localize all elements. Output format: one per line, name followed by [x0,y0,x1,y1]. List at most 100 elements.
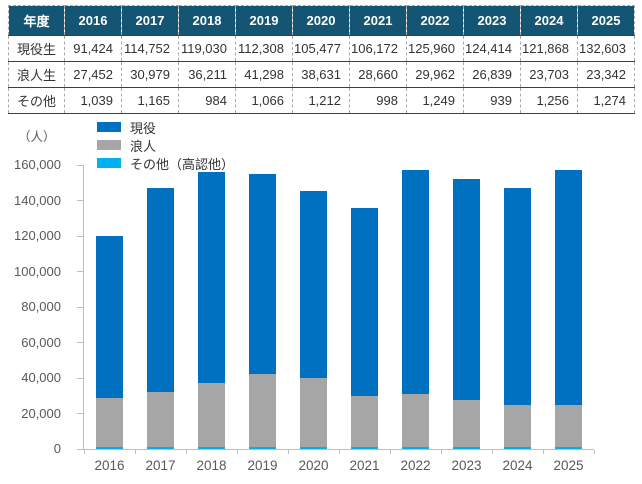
table-cell: 1,165 [121,87,179,114]
table-cell: 30,979 [121,61,179,88]
bar-segment [402,393,429,447]
table-header-cell: 2022 [406,5,464,36]
table-cell: 984 [178,87,236,114]
table-row: 現役生 91,424 114,752 119,030 112,308 105,477 106… [8,35,635,62]
y-axis-tick-mark [77,200,83,201]
table-cell: 27,452 [64,61,122,88]
bar-group-2020 [300,191,327,449]
table-corner-cell: 年度 [8,5,65,36]
y-axis-tick-label: 100,000 [14,263,61,279]
table-header-cell: 2024 [520,5,578,36]
y-axis-tick-label: 80,000 [21,299,61,314]
legend-item-label: その他（高認他） [130,156,235,172]
y-axis-tick-label: 160,000 [14,157,61,172]
table-head: 年度 2016 2017 2018 2019 2020 2021 2022 2023 2024 20… [8,5,635,36]
y-axis-tick-mark [77,377,83,379]
table-cell: 998 [349,87,407,114]
bar-group-2016 [96,236,123,449]
bar-segment [96,236,123,399]
x-axis-tick-mark [389,450,391,454]
x-axis-category-label: 2023 [451,458,482,473]
bar-group-2021 [351,207,378,449]
table-header-cell: 2020 [292,5,350,36]
bar-segment [198,447,225,449]
table-row: 浪人生 27,452 30,979 36,211 41,298 38,631 28,660 2… [8,61,635,88]
x-axis-tick-mark [338,450,340,454]
x-axis-tick-mark [542,450,544,454]
bar-segment [453,178,480,400]
table-cell: 1,256 [520,87,578,114]
legend-swatch-icon [97,140,121,150]
table-cell: 119,030 [178,35,236,62]
bar-segment [198,383,225,448]
y-axis-tick-label: 60,000 [21,334,61,350]
table-cell: 41,298 [235,61,293,88]
table-header-row: 年度 2016 2017 2018 2019 2020 2021 2022 2023 2024 20… [8,5,635,36]
bar-segment [453,399,480,448]
table-cell: 23,342 [577,61,635,88]
bar-segment [147,188,174,392]
x-axis-category-label: 2019 [247,458,278,473]
chart-legend: 現役 浪人 その他（高認他） [97,118,234,172]
bar-segment [96,447,123,449]
bar-segment [555,169,582,406]
bar-group-2022 [402,170,429,449]
bar-segment [147,446,174,449]
table-header-cell: 2019 [235,5,293,36]
y-axis-unit-label: （人） [18,130,56,144]
x-axis-tick-mark [287,450,289,454]
table-cell: 23,703 [520,61,578,88]
table-cell: 1,039 [64,87,122,114]
y-axis-tick-mark [77,413,83,414]
bar-segment [555,446,582,449]
table-cell: 91,424 [64,35,122,62]
bar-segment [402,446,429,449]
chart-plot-area: 0 20,000 40,000 60,000 80,000 100,000 120,000 1… [14,157,595,473]
bar-segment [300,446,327,449]
x-axis-category-label: 2020 [298,458,329,473]
table-cell: 38,631 [292,61,350,88]
table-header-cell: 2018 [178,5,236,36]
bar-segment [249,447,276,449]
bar-segment [96,398,123,448]
table-header-cell: 2025 [577,5,635,36]
x-axis-tick-mark [491,450,493,454]
y-axis-tick-mark [77,164,83,166]
y-axis-tick-label: 20,000 [21,405,61,421]
x-axis-tick-mark [236,450,238,454]
table-body: 現役生 91,424 114,752 119,030 112,308 105,477 106… [8,35,635,114]
bar-segment [351,447,378,449]
y-axis-tick-label: 40,000 [21,370,61,385]
y-axis-tick-mark [77,306,83,308]
x-axis-category-label: 2025 [553,458,584,473]
x-axis-category-label: 2022 [400,458,431,473]
table-header-cell: 2021 [349,5,407,36]
y-axis-tick-label: 140,000 [14,192,61,208]
x-axis-tick-mark [83,450,85,454]
table-cell: 125,960 [406,35,464,62]
x-axis-tick-mark [440,450,442,454]
table-header-cell: 2016 [64,5,122,36]
table-cell: 1,212 [292,87,350,114]
bar-segment [147,391,174,447]
table-cell: 939 [463,87,521,114]
bar-segment [300,191,327,379]
table-cell: 28,660 [349,61,407,88]
bar-segment [249,174,276,374]
table-cell: 112,308 [235,35,293,62]
bar-segment [555,405,582,447]
y-axis-tick-mark [77,448,83,450]
bar-segment [351,207,378,397]
bar-segment [504,404,531,447]
table-row-label: 浪人生 [8,61,65,88]
x-axis-category-label: 2018 [196,458,227,473]
table-cell: 121,868 [520,35,578,62]
bar-group-2025 [555,169,582,449]
y-axis-tick-label: 0 [53,441,61,456]
legend-item-label: 浪人 [130,138,157,154]
table-cell: 36,211 [178,61,236,88]
bar-segment [198,171,225,383]
x-axis-tick-mark [185,450,187,454]
legend-item: 浪人 [97,136,234,154]
